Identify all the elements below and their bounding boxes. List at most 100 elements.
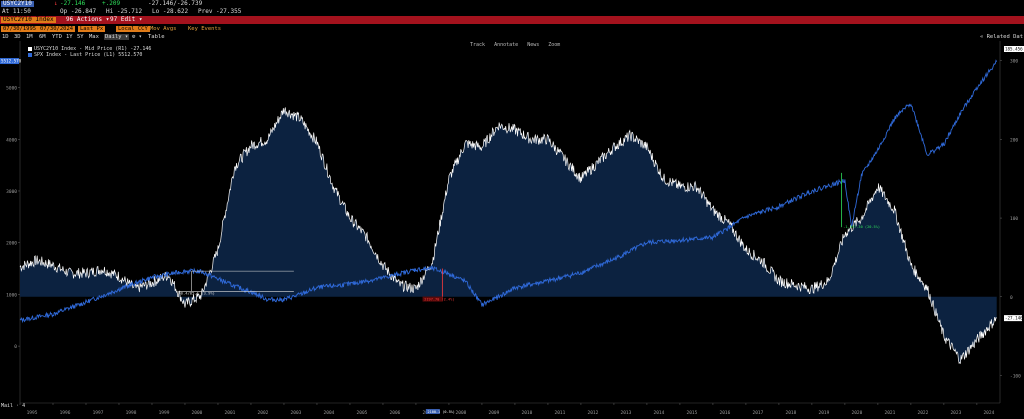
legend-label-spread: USYC2Y10 Index - Mid Price (R1) -27.146 bbox=[34, 46, 152, 52]
related-data-button[interactable]: « Related Dat bbox=[979, 34, 1023, 40]
high-price: Hi -25.712 bbox=[106, 8, 143, 15]
bid-ask: -27.146/-26.739 bbox=[148, 0, 203, 7]
news-tool[interactable]: News bbox=[527, 42, 540, 48]
frequency-select[interactable]: Daily ▾ bbox=[104, 34, 130, 40]
x-tick-label-11: 2006 bbox=[390, 410, 401, 416]
price-type-select[interactable]: Last Px bbox=[78, 26, 106, 32]
end-date-field[interactable]: 07/30/2024 bbox=[38, 26, 76, 32]
annotation-text-2: 2197.70 (2.4%) bbox=[424, 298, 454, 302]
range-1m[interactable]: 1M bbox=[26, 34, 33, 40]
edit-menu[interactable]: 97 Edit ▾ bbox=[110, 16, 143, 23]
x-tick-label-29: 2024 bbox=[983, 410, 994, 416]
legend-item-spread[interactable]: USYC2Y10 Index - Mid Price (R1) -27.146 bbox=[28, 46, 151, 52]
x-tick-label-1: 1996 bbox=[60, 410, 71, 416]
right-tick-label-2: 100 bbox=[1010, 216, 1018, 222]
actions-bar: USYC2Y10 Index 96 Actions ▾ 97 Edit ▾ bbox=[0, 16, 1024, 24]
x-tick-label-25: 2020 bbox=[851, 410, 862, 416]
range-max[interactable]: Max bbox=[89, 34, 99, 40]
left-tick-label-4: 1000 bbox=[6, 292, 17, 298]
x-tick-label-7: 2002 bbox=[258, 410, 269, 416]
legend-swatch-spx bbox=[28, 53, 32, 57]
range-ytd[interactable]: YTD bbox=[52, 34, 62, 40]
legend-label-spx: SPX Index - Last Price (L1) 5512.570 bbox=[34, 52, 143, 58]
x-tick-label-0: 1995 bbox=[27, 410, 38, 416]
prev-close: Prev -27.355 bbox=[198, 8, 242, 15]
x-tick-label-8: 2003 bbox=[291, 410, 302, 416]
spread-area bbox=[20, 107, 997, 364]
left-tick-label-3: 2000 bbox=[6, 241, 17, 247]
x-tick-label-6: 2001 bbox=[225, 410, 236, 416]
left-tick-label-2: 3000 bbox=[6, 189, 17, 195]
x-tick-label-10: 2005 bbox=[357, 410, 368, 416]
x-tick-label-21: 2016 bbox=[720, 410, 731, 416]
range-6m[interactable]: 6M bbox=[39, 34, 46, 40]
x-tick-label-18: 2013 bbox=[621, 410, 632, 416]
table-button[interactable]: Table bbox=[148, 34, 165, 40]
key-events-toggle[interactable]: Key Events bbox=[188, 26, 222, 32]
annotation-text-3: -1,097.30 (20.5%) bbox=[843, 225, 880, 229]
last-price: -27.146 bbox=[60, 0, 86, 7]
x-tick-label-2: 1997 bbox=[93, 410, 104, 416]
date-bar: 07/30/1995 07/30/2024 Last Px Local CCY … bbox=[0, 25, 1024, 33]
x-tick-label-9: 2004 bbox=[324, 410, 335, 416]
annotation-text-1: 40.4/85.1 (3.9%) bbox=[178, 290, 215, 295]
x-axis-marker-box bbox=[425, 409, 440, 414]
ticker-symbol[interactable]: USYC2Y10 bbox=[1, 0, 34, 7]
range-1d[interactable]: 1D bbox=[2, 34, 9, 40]
range-5y[interactable]: 5Y bbox=[77, 34, 84, 40]
x-tick-label-28: 2023 bbox=[950, 410, 961, 416]
actions-menu[interactable]: 96 Actions ▾ bbox=[66, 16, 110, 23]
x-tick-label-27: 2022 bbox=[917, 410, 928, 416]
range-bar: 1D 3D 1M 6M YTD 1Y 5Y Max Daily ▾ ⚙ ▾ Ta… bbox=[0, 33, 1024, 41]
bottom-status: Mail · 4 bbox=[1, 403, 26, 409]
x-tick-label-3: 1998 bbox=[126, 410, 137, 416]
chart-options-icon[interactable]: ⚙ ▾ bbox=[132, 34, 142, 40]
range-1y[interactable]: 1Y bbox=[66, 34, 73, 40]
annotation-text-4: 2100.1 (0.5%) bbox=[428, 410, 455, 414]
low-price: Lo -28.622 bbox=[152, 8, 189, 15]
x-tick-label-24: 2019 bbox=[818, 410, 829, 416]
x-tick-label-19: 2014 bbox=[654, 410, 665, 416]
left-tick-label-1: 4000 bbox=[6, 137, 17, 143]
chart-toolbar: Track Annotate News Zoom bbox=[470, 42, 566, 48]
left-tick-label-5: 0 bbox=[14, 344, 17, 350]
x-tick-label-22: 2017 bbox=[753, 410, 764, 416]
net-change: +.209 bbox=[102, 0, 121, 7]
zoom-tool[interactable]: Zoom bbox=[548, 42, 561, 48]
right-tick-label-0: 300 bbox=[1010, 59, 1018, 65]
start-date-field[interactable]: 07/30/1995 bbox=[1, 26, 39, 32]
currency-select[interactable]: Local CCY bbox=[116, 26, 150, 32]
x-tick-label-16: 2011 bbox=[555, 410, 566, 416]
index-tag[interactable]: USYC2Y10 Index bbox=[1, 16, 56, 23]
legend-item-spx[interactable]: SPX Index - Last Price (L1) 5512.570 bbox=[28, 52, 151, 58]
chart-legend: USYC2Y10 Index - Mid Price (R1) -27.146 … bbox=[28, 46, 151, 58]
track-tool[interactable]: Track bbox=[470, 42, 486, 48]
right-last-label: -27.146 bbox=[1005, 316, 1023, 321]
left-last-box bbox=[0, 58, 19, 65]
right-tick-label-4: -100 bbox=[1010, 373, 1021, 379]
chart-area[interactable]: 5000 4000 3000 2000 1000 0 5512.570 300 200 100 0-… bbox=[0, 41, 1024, 419]
x-tick-label-14: 2009 bbox=[489, 410, 500, 416]
right-top-box bbox=[1004, 46, 1024, 52]
right-tick-label-1: 200 bbox=[1010, 137, 1018, 143]
x-tick-label-23: 2018 bbox=[786, 410, 797, 416]
last-arrow-icon: ↓ bbox=[54, 0, 58, 7]
annotation-red-box bbox=[422, 296, 443, 302]
right-top-label: 185.456 bbox=[1005, 47, 1023, 52]
right-last-box bbox=[1004, 315, 1022, 322]
x-tick-label-4: 1999 bbox=[159, 410, 170, 416]
spx-line bbox=[19, 59, 998, 324]
annotate-tool[interactable]: Annotate bbox=[494, 42, 519, 48]
x-tick-label-20: 2015 bbox=[687, 410, 698, 416]
left-tick-label-0: 5000 bbox=[6, 86, 17, 92]
mov-avgs-toggle[interactable]: Mov Avgs bbox=[150, 26, 177, 32]
x-tick-label-5: 2000 bbox=[192, 410, 203, 416]
x-tick-label-15: 2010 bbox=[522, 410, 533, 416]
range-3d[interactable]: 3D bbox=[14, 34, 21, 40]
last-time: At 11:50 bbox=[2, 8, 31, 15]
x-tick-label-17: 2012 bbox=[588, 410, 599, 416]
right-tick-label-3: 0 bbox=[1010, 295, 1013, 301]
open-price: Op -26.847 bbox=[60, 8, 97, 15]
left-last-label: 5512.570 bbox=[1, 59, 22, 64]
